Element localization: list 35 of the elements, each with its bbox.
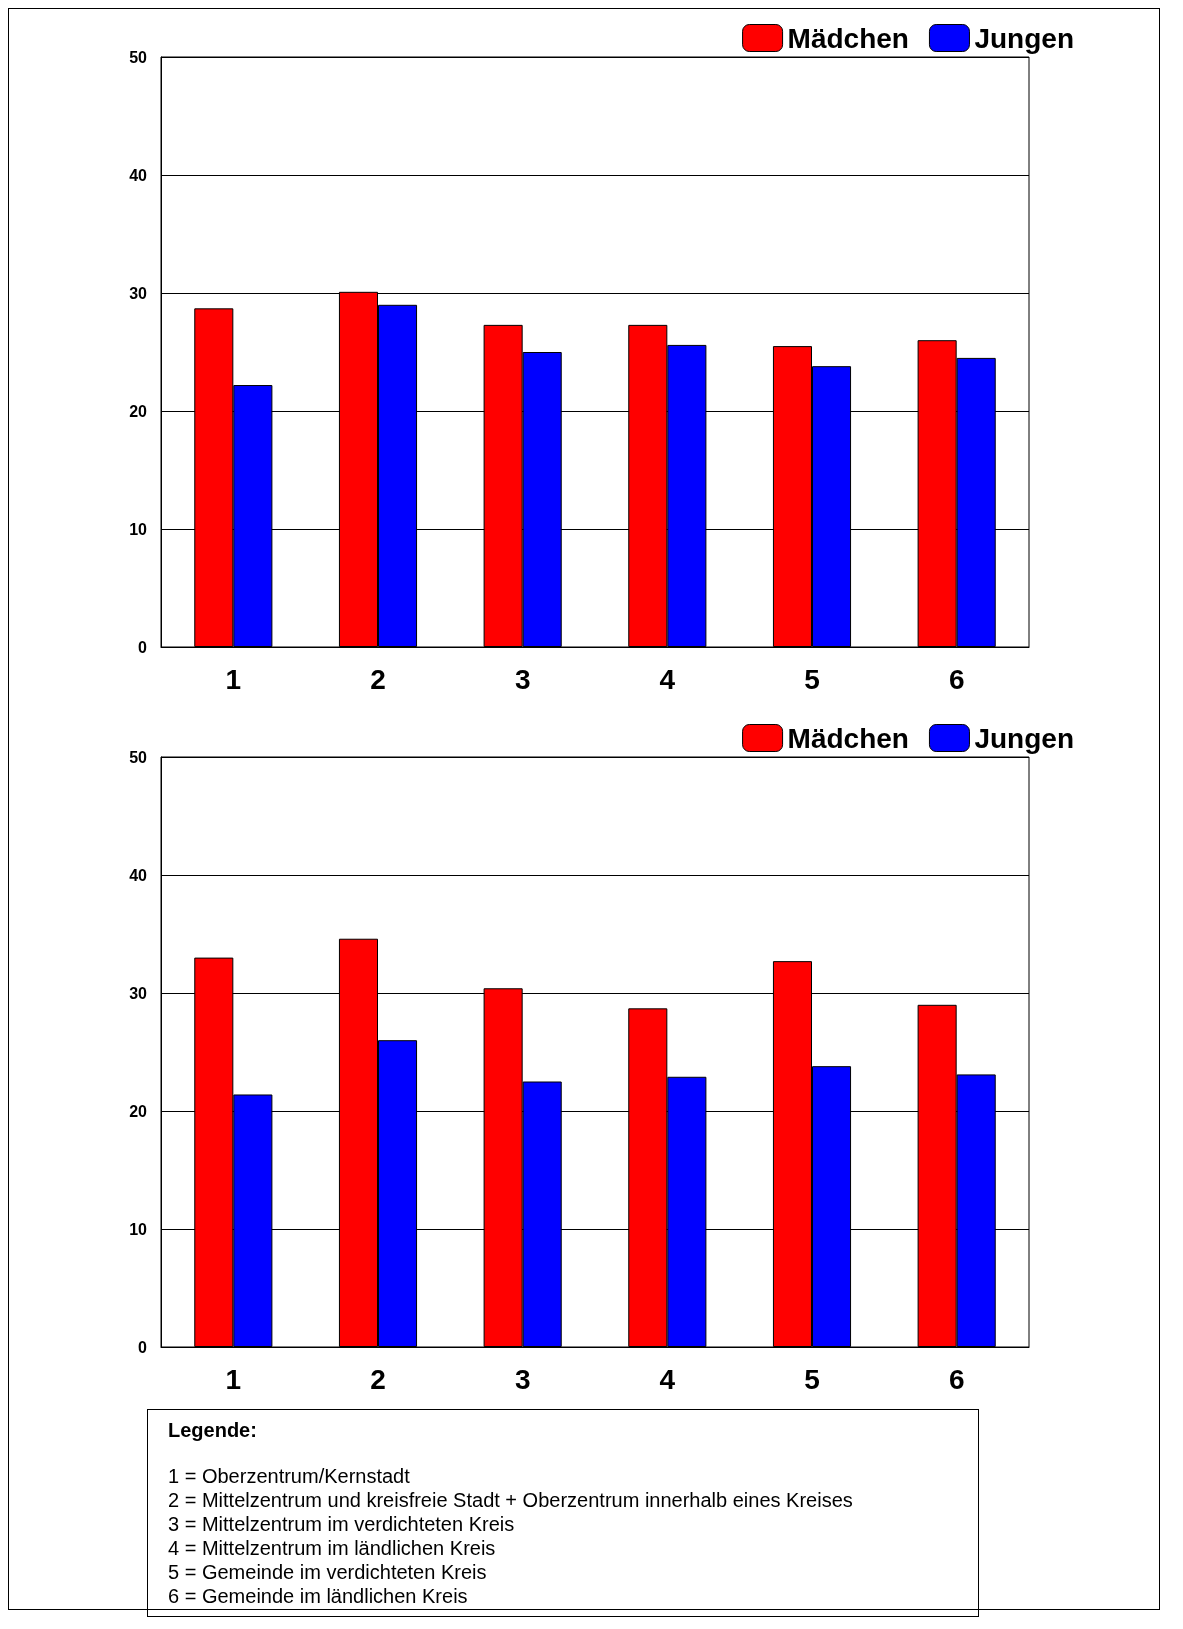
x-tick-label: 2: [370, 663, 386, 695]
x-tick-label: 3: [514, 1363, 531, 1395]
legend-label: Jungen: [974, 722, 1074, 754]
text: 5 = Gemeinde im verdichteten Kreis: [168, 1560, 488, 1584]
y-tick-label: 30: [129, 984, 148, 1002]
y-tick-label: 40: [129, 166, 148, 184]
text: 1 = Oberzentrum/Kernstadt: [168, 1464, 411, 1488]
y-tick-label: 20: [129, 402, 148, 420]
text: 2 = Mittelzentrum und kreisfreie Stadt + Oberzentrum innerhalb eines Kreises: [168, 1488, 854, 1512]
text: 4 = Mittelzentrum im ländlichen Kreis: [168, 1536, 497, 1560]
x-tick-label: 4: [659, 663, 676, 695]
x-tick-label: 6: [948, 663, 965, 695]
y-tick-label: 0: [138, 1338, 148, 1356]
text: Legende:: [168, 1418, 258, 1442]
y-tick-label: 10: [129, 520, 148, 538]
legend-label: Mädchen: [787, 722, 909, 754]
x-tick-label: 5: [804, 663, 820, 695]
text: 3 = Mittelzentrum im verdichteten Kreis: [168, 1512, 516, 1536]
legend-label: Jungen: [974, 22, 1074, 54]
y-tick-label: 20: [129, 1102, 148, 1120]
y-tick-label: 0: [138, 638, 148, 656]
x-tick-label: 5: [804, 1363, 820, 1395]
y-tick-label: 50: [129, 748, 148, 766]
y-tick-label: 10: [129, 1220, 148, 1238]
x-tick-label: 3: [514, 663, 531, 695]
x-tick-label: 1: [225, 663, 242, 695]
x-tick-label: 2: [370, 1363, 386, 1395]
y-tick-label: 30: [129, 284, 148, 302]
x-tick-label: 6: [948, 1363, 965, 1395]
y-tick-label: 50: [129, 48, 148, 66]
x-tick-label: 1: [225, 1363, 242, 1395]
legend-label: Mädchen: [787, 22, 909, 54]
x-tick-label: 4: [659, 1363, 676, 1395]
text: 6 = Gemeinde im ländlichen Kreis: [168, 1584, 469, 1608]
y-tick-label: 40: [129, 866, 148, 884]
